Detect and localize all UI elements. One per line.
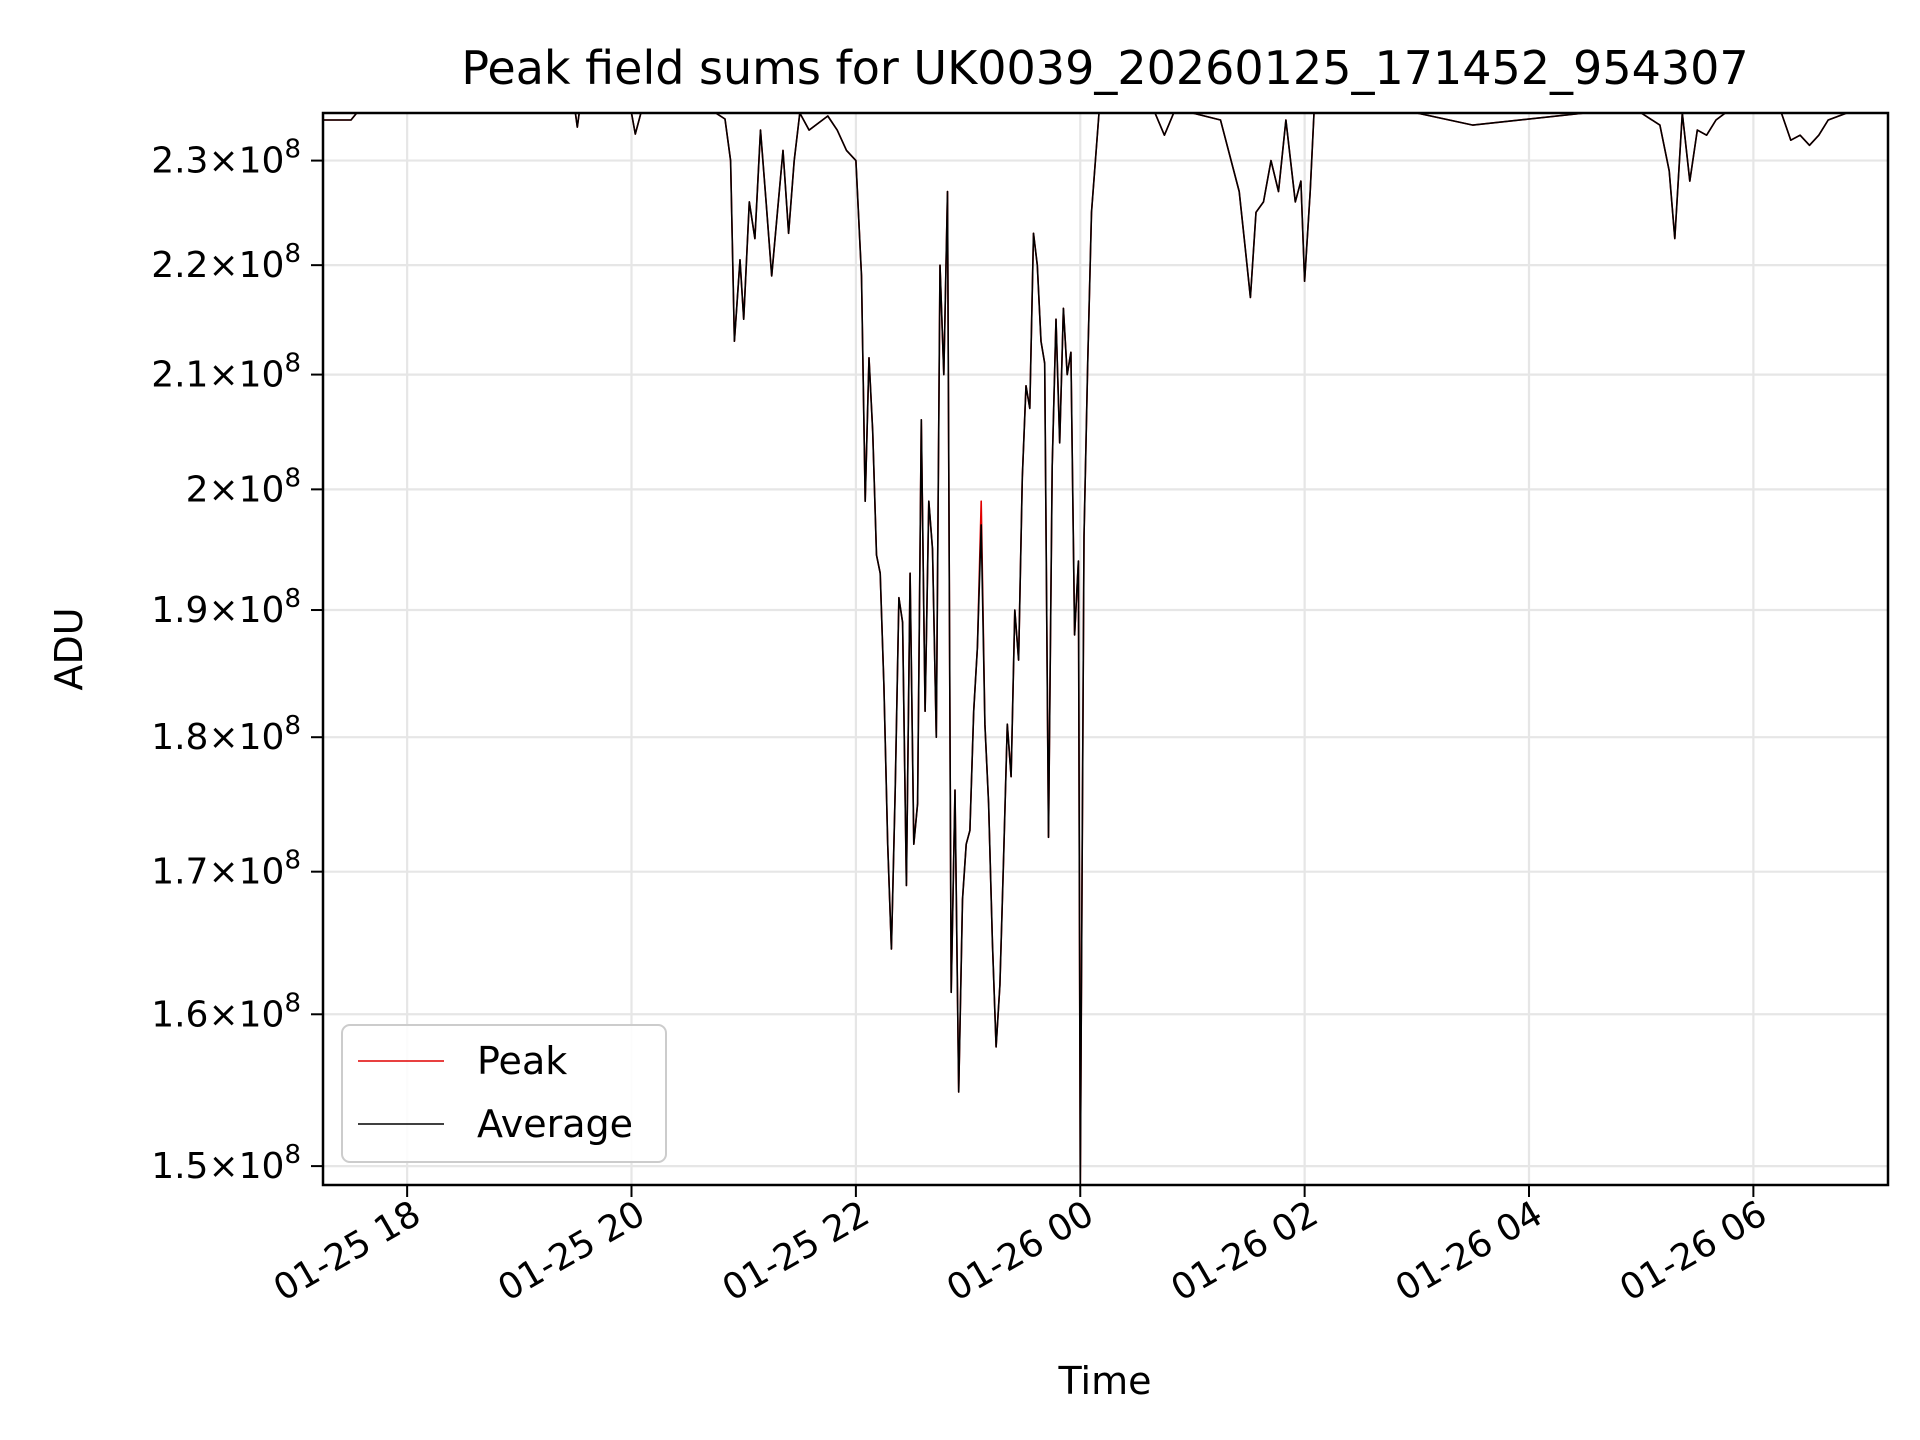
y-tick-label: 2.2×108	[151, 239, 301, 286]
grid-y	[323, 159, 1888, 1168]
y-tick-exponent: 8	[284, 988, 301, 1018]
plot-frame	[321, 111, 1890, 1187]
y-tick-times: ×	[208, 141, 238, 182]
y-tick-label: 1.6×108	[151, 988, 301, 1035]
y-tick-times: ×	[208, 590, 238, 631]
y-tick-mantissa: 1.6	[151, 994, 208, 1035]
y-tick-label: 2.1×108	[151, 349, 301, 396]
y-tick-times: ×	[208, 1146, 238, 1187]
y-tick-mantissa: 1.5	[151, 1146, 208, 1187]
y-tick-base: 10	[239, 469, 285, 510]
y-tick-exponent: 8	[284, 349, 301, 379]
y-tick-mantissa: 2	[186, 469, 209, 510]
legend-box	[341, 1024, 667, 1163]
legend-label-average: Average	[477, 1102, 633, 1146]
y-tick-mantissa: 2.3	[151, 141, 208, 182]
series-line-average	[323, 113, 1848, 1185]
legend: Peak Average	[341, 1024, 667, 1163]
y-tick-base: 10	[239, 1146, 285, 1187]
y-tick-base: 10	[239, 245, 285, 286]
y-tick-times: ×	[208, 852, 238, 893]
y-tick-exponent: 8	[284, 463, 301, 493]
y-tick-mantissa: 1.7	[151, 852, 208, 893]
y-tick-exponent: 8	[284, 584, 301, 614]
y-tick-label: 1.9×108	[151, 584, 301, 631]
y-tick-exponent: 8	[284, 135, 301, 165]
x-axis-label: Time	[1058, 1359, 1152, 1403]
chart-title: Peak field sums for UK0039_20260125_1714…	[461, 41, 1748, 95]
y-tick-base: 10	[239, 141, 285, 182]
y-tick-base: 10	[239, 590, 285, 631]
y-tick-label: 1.5×108	[151, 1140, 301, 1187]
y-tick-times: ×	[208, 994, 238, 1035]
y-tick-mantissa: 2.2	[151, 245, 208, 286]
y-tick-times: ×	[208, 355, 238, 396]
y-tick-base: 10	[239, 852, 285, 893]
grid-x	[406, 113, 1755, 1185]
y-tick-exponent: 8	[284, 711, 301, 741]
y-tick-exponent: 8	[284, 846, 301, 876]
y-tick-mantissa: 1.9	[151, 590, 208, 631]
y-tick-label: 1.8×108	[151, 711, 301, 758]
y-axis-ticks: 1.5×1081.6×1081.7×1081.8×1081.9×1082×108…	[151, 135, 323, 1187]
legend-label-peak: Peak	[477, 1039, 567, 1083]
y-tick-label: 2.3×108	[151, 135, 301, 182]
y-tick-mantissa: 2.1	[151, 355, 208, 396]
y-tick-base: 10	[239, 355, 285, 396]
y-tick-label: 1.7×108	[151, 846, 301, 893]
y-tick-exponent: 8	[284, 1140, 301, 1170]
y-tick-mantissa: 1.8	[151, 717, 208, 758]
y-axis-label: ADU	[47, 607, 91, 690]
series-layer	[323, 113, 1848, 1185]
y-tick-label: 2×108	[186, 463, 301, 510]
y-tick-times: ×	[208, 717, 238, 758]
y-tick-base: 10	[239, 717, 285, 758]
y-tick-exponent: 8	[284, 239, 301, 269]
y-tick-times: ×	[208, 469, 238, 510]
y-tick-times: ×	[208, 245, 238, 286]
y-tick-base: 10	[239, 994, 285, 1035]
